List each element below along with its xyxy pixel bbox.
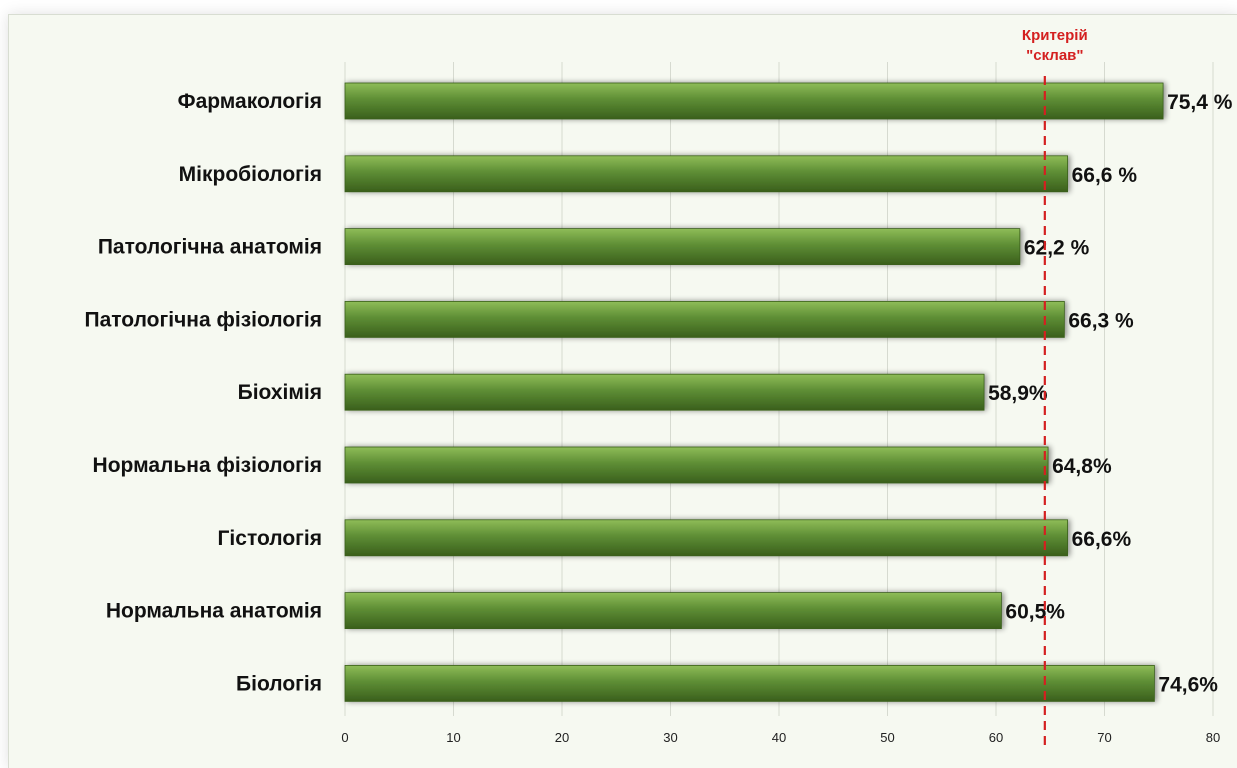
category-label: Нормальна фізіологія [93,454,322,477]
data-label: 75,4 % [1167,91,1233,114]
data-label: 66,3 % [1068,309,1134,332]
category-label: Біохімія [238,381,322,404]
criterion-label-line2: "склав" [1026,47,1083,64]
data-label: 74,6% [1158,673,1218,696]
bar [344,300,1065,338]
bar [344,592,1002,629]
category-label: Біологія [236,672,322,695]
x-tick-label: 10 [446,730,460,745]
x-tick-label: 60 [989,730,1003,745]
bar [344,446,1049,484]
data-label: 66,6% [1072,528,1132,551]
x-tick-label: 40 [772,730,786,745]
x-tick-label: 0 [341,730,348,745]
bar [344,82,1164,120]
category-labels: Фармакологія Мікробіологія Патологічна ана… [85,90,322,695]
category-label: Патологічна анатомія [98,236,322,259]
data-label: 60,5% [1005,601,1065,624]
criterion-label-line1: Критерій [1022,27,1088,44]
category-label: Гістологія [218,527,322,550]
x-tick-label: 50 [880,730,894,745]
value-labels: 75,4 % 66,6 % 62,2 % 66,3 % 58,9% 64,8% 66,6% 6… [988,91,1233,696]
x-tick-label: 80 [1206,730,1220,745]
x-axis-ticks: 0 10 20 30 40 50 60 70 80 [341,730,1220,745]
data-label: 58,9% [988,382,1048,405]
category-label: Фармакологія [178,90,322,113]
category-label: Мікробіологія [179,163,322,186]
bar [344,519,1069,557]
bars [344,82,1164,702]
bar [344,373,985,411]
data-label: 62,2 % [1024,237,1090,260]
category-label: Нормальна анатомія [106,600,322,623]
bar [344,228,1021,266]
category-label: Патологічна фізіологія [85,308,322,331]
bar [344,155,1069,193]
x-tick-label: 70 [1097,730,1111,745]
data-label: 66,6 % [1072,164,1138,187]
criterion-line-group: Критерій "склав" [1022,27,1088,748]
data-label: 64,8% [1052,455,1112,478]
x-tick-label: 20 [555,730,569,745]
bar [344,665,1155,702]
x-tick-label: 30 [663,730,677,745]
